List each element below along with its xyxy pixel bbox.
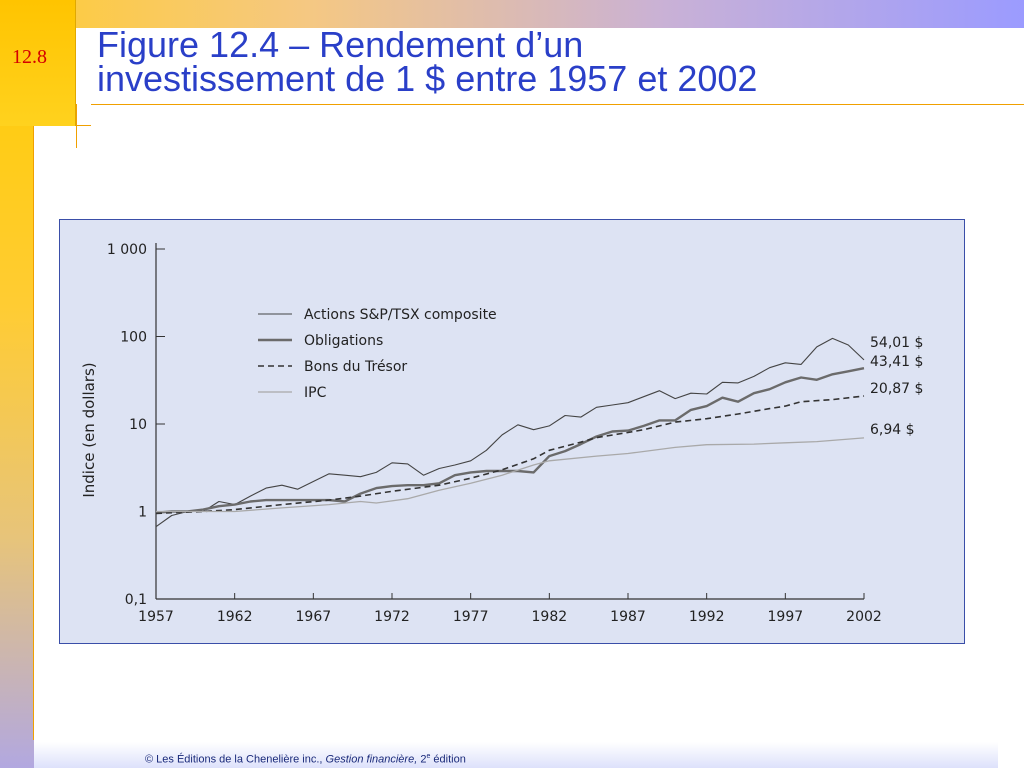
footer-edition-word: édition (430, 753, 466, 766)
series-line-stocks (155, 337, 865, 528)
footer-prefix: © Les Éditions de la Chenelière inc., (145, 753, 326, 766)
legend-label-stocks: Actions S&P/TSX composite (304, 307, 497, 323)
end-value-label-stocks: 54,01 $ (870, 335, 923, 351)
slide-title-line-2: investissement de 1 $ entre 1957 et 2002 (97, 58, 758, 99)
footer-edition-number: 2 (417, 753, 427, 766)
title-panel (76, 28, 1024, 126)
slide-title: Figure 12.4 – Rendement d’un investissem… (97, 24, 997, 99)
slide-number: 12.8 (12, 46, 47, 68)
end-value-label-bonds: 43,41 $ (870, 354, 923, 370)
slide-title-line-1: Figure 12.4 – Rendement d’un (97, 24, 584, 65)
x-tick-label: 1962 (217, 609, 253, 625)
chart-frame: 0,1 1 10 100 1 000 1957 1962 1967 1972 1977 1982 19… (59, 219, 965, 644)
x-tick-label: 1957 (138, 609, 174, 625)
x-tick-label: 1992 (689, 609, 725, 625)
footer-edition-superscript: e (426, 753, 431, 760)
end-value-label-cpi: 6,94 $ (870, 422, 915, 438)
footer-book-title: Gestion financière, (325, 753, 418, 766)
x-tick-label: 2002 (846, 609, 882, 625)
title-rule-short (76, 125, 91, 126)
end-value-label-tbills: 20,87 $ (870, 381, 923, 397)
left-rule (33, 126, 34, 740)
x-tick-label: 1997 (768, 609, 804, 625)
top-gradient-band (0, 0, 1024, 28)
title-rule-vertical (76, 104, 77, 148)
y-tick-label: 1 (138, 505, 147, 521)
footer-band (34, 742, 998, 768)
x-tick-label: 1982 (532, 609, 568, 625)
legend-label-cpi: IPC (304, 385, 327, 401)
x-tick-label: 1987 (610, 609, 646, 625)
x-tick-label: 1972 (374, 609, 410, 625)
left-gradient-band (0, 0, 34, 768)
y-axis-label: Indice (en dollars) (80, 362, 98, 497)
series-line-tbills (155, 395, 865, 515)
legend-label-bonds: Obligations (304, 333, 383, 349)
line-chart: 0,1 1 10 100 1 000 1957 1962 1967 1972 1977 1982 19… (80, 242, 923, 625)
series-line-cpi (156, 437, 865, 513)
x-tick-label: 1967 (296, 609, 332, 625)
y-tick-label: 0,1 (125, 592, 147, 608)
footer-credit: © Les Éditions de la Chenelière inc., Ge… (145, 753, 466, 766)
y-tick-label: 10 (129, 417, 147, 433)
x-tick-label: 1977 (453, 609, 489, 625)
legend-label-tbills: Bons du Trésor (304, 359, 407, 375)
slide-number-box: 12.8 (0, 0, 76, 126)
series-line-bonds (155, 367, 865, 514)
y-tick-label: 100 (120, 330, 147, 346)
y-tick-label: 1 000 (107, 242, 147, 258)
title-rule (91, 104, 1024, 105)
